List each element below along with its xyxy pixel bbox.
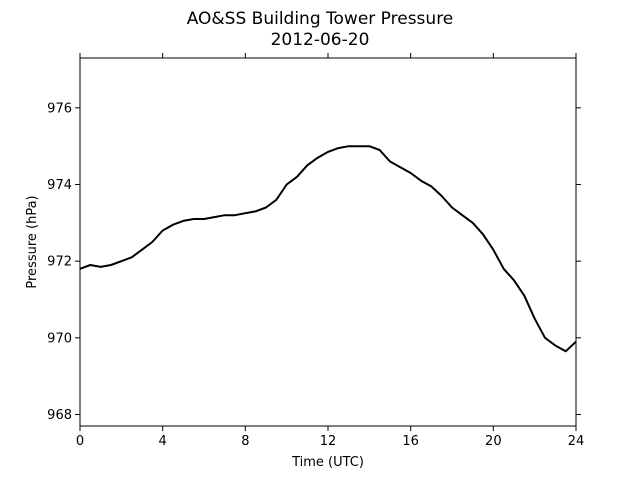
y-tick-label: 974 bbox=[47, 178, 72, 193]
chart-title: AO&SS Building Tower Pressure bbox=[187, 9, 454, 29]
series-line-0 bbox=[79, 145, 577, 353]
y-tick-label: 968 bbox=[47, 408, 72, 423]
y-tick-label: 972 bbox=[47, 255, 72, 270]
x-tick-label: 8 bbox=[241, 434, 249, 449]
plot-area bbox=[79, 145, 577, 353]
y-tick-label: 976 bbox=[47, 101, 72, 116]
x-tick-label: 0 bbox=[76, 434, 84, 449]
x-tick-label: 20 bbox=[485, 434, 502, 449]
y-tick-label: 970 bbox=[47, 331, 72, 346]
axis-ticks: 0 4 8 12 16 20 24 968 970 972 974 976 bbox=[47, 53, 584, 449]
x-tick-label: 16 bbox=[402, 434, 419, 449]
x-tick-label: 24 bbox=[568, 434, 585, 449]
plot-frame bbox=[79, 57, 577, 427]
x-tick-label: 12 bbox=[320, 434, 337, 449]
x-tick-label: 4 bbox=[159, 434, 167, 449]
chart-subtitle: 2012-06-20 bbox=[271, 30, 370, 50]
y-axis-label: Pressure (hPa) bbox=[25, 195, 40, 288]
x-axis-label: Time (UTC) bbox=[291, 455, 364, 470]
